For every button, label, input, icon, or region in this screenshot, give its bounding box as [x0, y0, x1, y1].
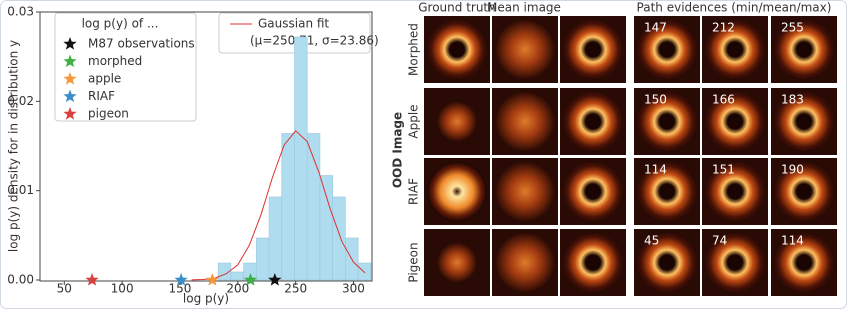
bar — [281, 133, 295, 281]
image-content — [705, 19, 765, 80]
bar — [319, 175, 333, 281]
x-tick-label: 250 — [284, 282, 307, 296]
legend-title: log p(y) of ... — [82, 17, 159, 31]
y-tick-label: 0.02 — [7, 94, 34, 108]
x-tick-label: 200 — [226, 282, 249, 296]
legend-marker — [63, 107, 77, 120]
image-content — [563, 161, 623, 222]
star-marker — [268, 273, 282, 286]
image-content — [774, 161, 834, 222]
x-tick-label: 150 — [169, 282, 192, 296]
legend-box — [54, 12, 197, 122]
bar — [256, 237, 270, 281]
column-header: Mean image — [487, 1, 561, 15]
plot-frame — [39, 11, 373, 282]
legend-marker — [63, 54, 77, 68]
legend-marker — [63, 37, 77, 50]
image-content — [495, 19, 555, 80]
image-content — [774, 91, 834, 152]
image-content — [774, 232, 834, 293]
evidence-label: 74 — [712, 234, 727, 248]
legend-marker — [63, 72, 77, 85]
image-content — [705, 91, 765, 152]
y-axis-label: log p(y) density for in distribution y — [7, 40, 21, 252]
image-content — [563, 19, 623, 80]
x-tick-label: 50 — [57, 282, 72, 296]
evidence-label: 147 — [644, 21, 667, 35]
legend-label: pigeon — [88, 107, 129, 121]
bar — [306, 133, 321, 281]
evidence-label: 150 — [644, 93, 667, 107]
bar — [230, 271, 244, 281]
star-marker — [85, 273, 99, 286]
legend-label: Gaussian fit — [258, 17, 329, 31]
column-header: Path evidences (min/mean/max) — [637, 1, 832, 15]
x-axis-label: log p(y) — [183, 292, 229, 306]
y-tick-label: 0.01 — [7, 183, 34, 197]
evidence-label: 114 — [781, 234, 804, 248]
image-content — [427, 19, 487, 80]
image-content — [774, 19, 834, 80]
image-content — [495, 161, 555, 222]
star-marker — [174, 273, 188, 286]
evidence-label: 212 — [712, 21, 735, 35]
image-content — [637, 19, 697, 80]
evidence-label: 114 — [644, 163, 667, 177]
row-label: Morphed — [407, 23, 421, 76]
image-content — [427, 161, 487, 222]
legend-label: apple — [88, 72, 121, 86]
evidence-label: 166 — [712, 93, 735, 107]
x-tick-label: 100 — [111, 282, 134, 296]
bar — [294, 36, 308, 281]
image-content — [637, 232, 697, 293]
fit-line — [191, 130, 366, 281]
image-content — [495, 232, 555, 293]
bar — [332, 196, 346, 281]
star-marker — [243, 273, 258, 286]
group-label: OOD Image — [391, 112, 405, 188]
bar — [357, 262, 372, 281]
image-content — [705, 232, 765, 293]
bar — [268, 196, 283, 281]
column-header: Ground truth — [418, 1, 496, 15]
image-content — [637, 91, 697, 152]
legend-label: RIAF — [88, 89, 115, 103]
star-marker — [205, 273, 220, 286]
image-content — [563, 232, 623, 293]
y-tick-label: 0.03 — [7, 5, 34, 19]
row-label: Apple — [407, 104, 421, 138]
image-content — [705, 161, 765, 222]
image-content — [437, 242, 477, 283]
image-content — [437, 101, 477, 142]
image-content — [563, 91, 623, 152]
y-tick-label: 0.00 — [7, 273, 34, 287]
row-label: Pigeon — [407, 242, 421, 282]
row-label: RIAF — [407, 178, 421, 205]
evidence-label: 190 — [781, 163, 804, 177]
evidence-label: 151 — [712, 163, 735, 177]
evidence-label: 45 — [644, 234, 659, 248]
image-content — [495, 91, 555, 152]
evidence-label: 255 — [781, 21, 804, 35]
fit-label: (μ=250.71, σ=23.86) — [250, 34, 379, 48]
evidence-label: 183 — [781, 93, 804, 107]
legend-marker — [63, 89, 77, 103]
x-tick-label: 300 — [342, 282, 365, 296]
legend-label: M87 observations — [88, 37, 195, 51]
image-content — [637, 161, 697, 222]
legend-label: morphed — [88, 54, 142, 68]
